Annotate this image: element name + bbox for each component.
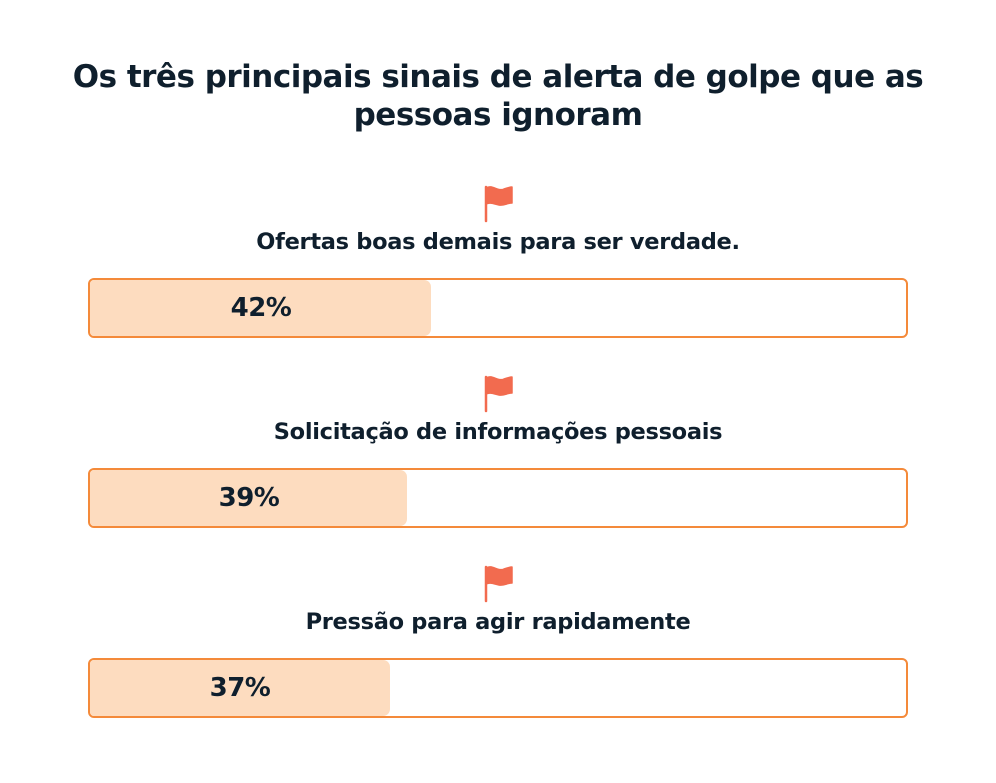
flag-icon <box>484 185 513 223</box>
bar-item: Solicitação de informações pessoais 39% <box>0 373 996 543</box>
category-label: Pressão para agir rapidamente <box>305 609 691 635</box>
category-label: Ofertas boas demais para ser verdade. <box>256 229 740 255</box>
bar-track: 42% <box>88 278 908 338</box>
bar-track: 37% <box>88 658 908 718</box>
flag-icon <box>484 565 513 603</box>
value-label: 39% <box>218 483 280 513</box>
bar-fill <box>90 280 431 336</box>
bar-item: Ofertas boas demais para ser verdade. 42% <box>0 183 996 353</box>
category-label: Solicitação de informações pessoais <box>273 419 723 445</box>
bar-track: 39% <box>88 468 908 528</box>
flag-icon <box>484 375 513 413</box>
bar-item: Pressão para agir rapidamente 37% <box>0 563 996 733</box>
value-label: 42% <box>230 293 292 323</box>
bar-fill <box>90 470 407 526</box>
bar-fill <box>90 660 390 716</box>
value-label: 37% <box>209 673 271 703</box>
chart-title: Os três principais sinais de alerta de g… <box>72 59 924 133</box>
